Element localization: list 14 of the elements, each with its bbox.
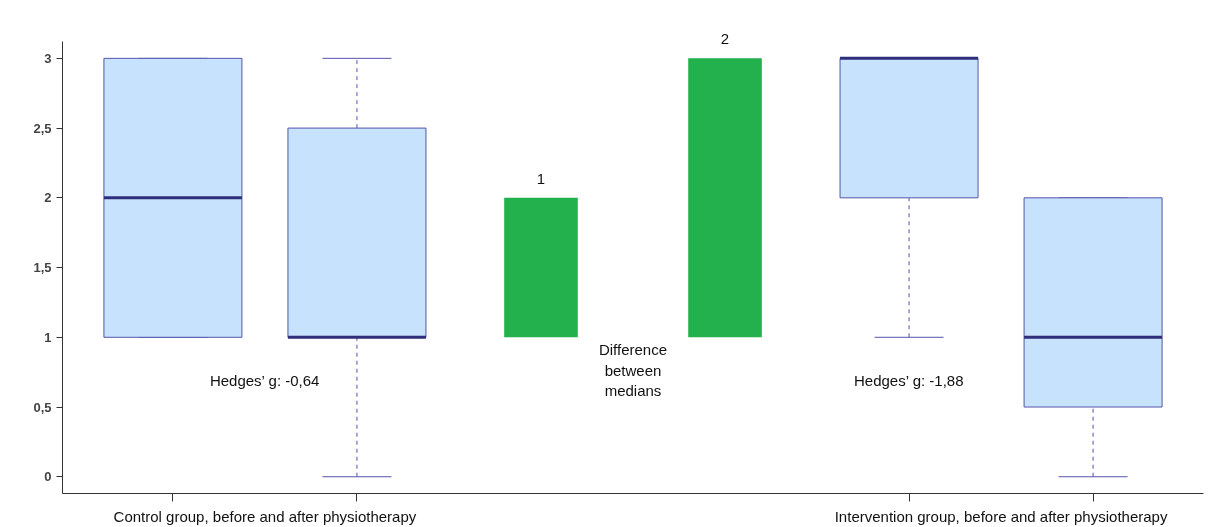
y-tick-label: 2,5: [33, 120, 52, 136]
y-tick-label: 3: [44, 50, 52, 66]
y-tick-label: 2: [44, 190, 52, 206]
annotation: Hedges’ g: -0,64: [209, 372, 320, 390]
y-tick-label: 0,5: [33, 399, 52, 415]
annotation: Difference between medians: [598, 341, 668, 400]
annotation: Hedges’ g: -1,88: [854, 372, 964, 390]
text: Control group, before and after physiotherapy: [113, 507, 417, 525]
y-tick-label: 1,5: [33, 260, 52, 276]
data-label: 1: [536, 169, 546, 187]
data-label: 2: [720, 30, 730, 48]
text: Intervention group, before and after physiotherapy: [834, 507, 1168, 525]
y-tick-label: 0: [44, 469, 52, 485]
y-tick-label: 1: [44, 329, 52, 345]
